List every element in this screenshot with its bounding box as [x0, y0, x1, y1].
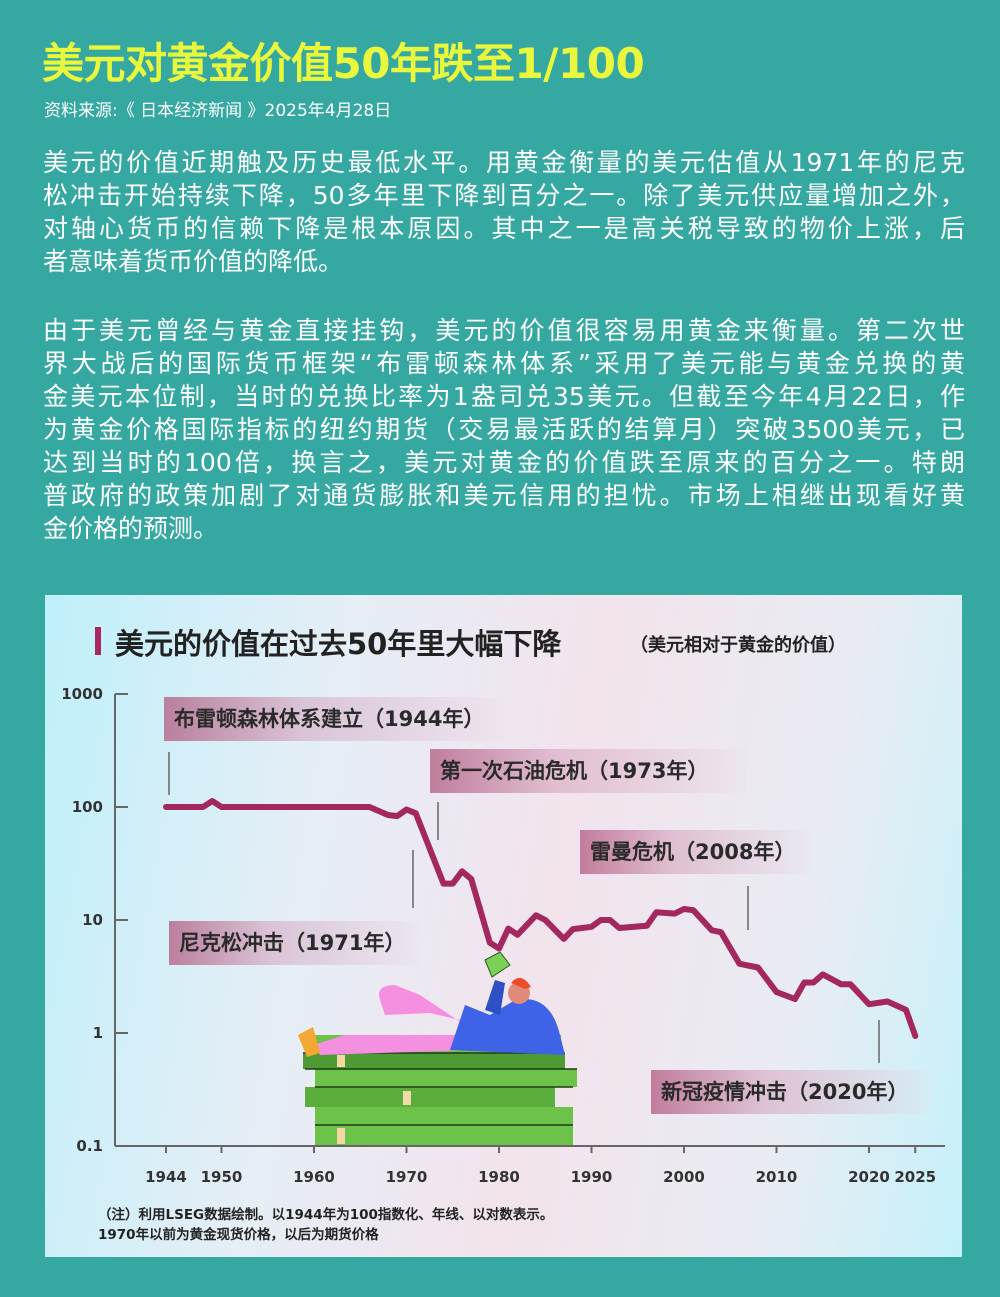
paragraph-line: 者意味着货币价值的降低。 — [43, 247, 344, 276]
x-tick-label: 2025 — [894, 1168, 936, 1186]
y-tick-label: 1000 — [61, 685, 103, 703]
page-title: 美元对黄金价值50年跌至1/100 — [42, 39, 645, 88]
chart-subtitle: （美元相对于黄金的价值） — [630, 635, 846, 656]
source-line: 资料来源:《 日本经济新闻 》2025年4月28日 — [44, 101, 392, 121]
chart-panel: 美元的价值在过去50年里大幅下降 （美元相对于黄金的价值） — [45, 595, 962, 1257]
paragraph-line: 松冲击开始持续下降，50多年里下降到百分之一。除了美元供应量增加之外， — [43, 181, 965, 210]
chart-svg: 1000 100 10 1 0.1 1944 1950 1960 1970 1980 1990 200… — [61, 685, 945, 1186]
x-tick-label: 1950 — [201, 1168, 243, 1186]
x-tick-label: 1970 — [386, 1168, 428, 1186]
x-tick-label: 2000 — [663, 1168, 705, 1186]
annotation-label: 雷曼危机（2008年） — [580, 830, 811, 874]
chart-notes: （注）利用LSEG数据绘制。以1944年为100指数化、年线、以对数表示。 19… — [98, 1205, 553, 1245]
y-tick-label: 10 — [82, 911, 103, 929]
x-tick-label: 2020 — [848, 1168, 890, 1186]
paragraph-line: 金美元本位制，当时的兑换比率为1盎司兑35美元。但截至今年4月22日，作 — [43, 382, 965, 411]
y-tick-label: 1 — [93, 1024, 103, 1042]
annotation-label: 第一次石油危机（1973年） — [430, 749, 746, 793]
paragraph-line: 达到当时的100倍，换言之，美元对黄金的价值跌至原来的百分之一。特朗 — [43, 448, 965, 477]
paragraph: 由于美元曾经与黄金直接挂钩，美元的价值很容易用黄金来衡量。第二次世 界大战后的国际… — [43, 314, 965, 545]
paragraph-line: 普政府的政策加剧了对通货膨胀和美元信用的担忧。市场上相继出现看好黄 — [43, 481, 965, 510]
article-body: 美元的价值近期触及历史最低水平。用黄金衡量的美元估值从1971年的尼克 松冲击开始… — [43, 146, 965, 581]
x-tick-label: 1944 — [145, 1168, 187, 1186]
paragraph-line: 美元的价值近期触及历史最低水平。用黄金衡量的美元估值从1971年的尼克 — [43, 148, 965, 177]
note-line-2: 1970年以前为黄金现货价格，以后为期货价格 — [98, 1227, 379, 1243]
y-tick-label: 0.1 — [76, 1137, 103, 1155]
title-accent-bar — [95, 627, 101, 655]
paragraph: 美元的价值近期触及历史最低水平。用黄金衡量的美元估值从1971年的尼克 松冲击开始… — [43, 146, 965, 278]
note-line-1: （注）利用LSEG数据绘制。以1944年为100指数化、年线、以对数表示。 — [98, 1207, 554, 1223]
paragraph-line: 对轴心货币的信赖下降是根本原因。其中之一是高关税导致的物价上涨，后 — [43, 214, 965, 243]
annotation-label: 新冠疫情冲击（2020年） — [651, 1070, 931, 1114]
paragraph-line: 为黄金价格国际指标的纽约期货（交易最活跃的结算月）突破3500美元，已 — [43, 415, 965, 444]
x-tick-label: 1980 — [478, 1168, 520, 1186]
annotation-label: 尼克松冲击（1971年） — [169, 921, 421, 965]
annotation-label: 布雷顿森林体系建立（1944年） — [164, 697, 506, 741]
y-tick-label: 100 — [72, 798, 103, 816]
x-tick-label: 1990 — [571, 1168, 613, 1186]
illustration-man-on-money — [298, 951, 577, 1147]
paragraph-line: 金价格的预测。 — [43, 514, 219, 543]
chart-title: 美元的价值在过去50年里大幅下降 — [115, 627, 562, 661]
paragraph-line: 由于美元曾经与黄金直接挂钩，美元的价值很容易用黄金来衡量。第二次世 — [43, 316, 965, 345]
x-tick-label: 2010 — [756, 1168, 798, 1186]
series-line — [163, 798, 919, 1039]
paragraph-line: 界大战后的国际货币框架“布雷顿森林体系”采用了美元能与黄金兑换的黄 — [43, 349, 965, 378]
x-tick-label: 1960 — [293, 1168, 335, 1186]
